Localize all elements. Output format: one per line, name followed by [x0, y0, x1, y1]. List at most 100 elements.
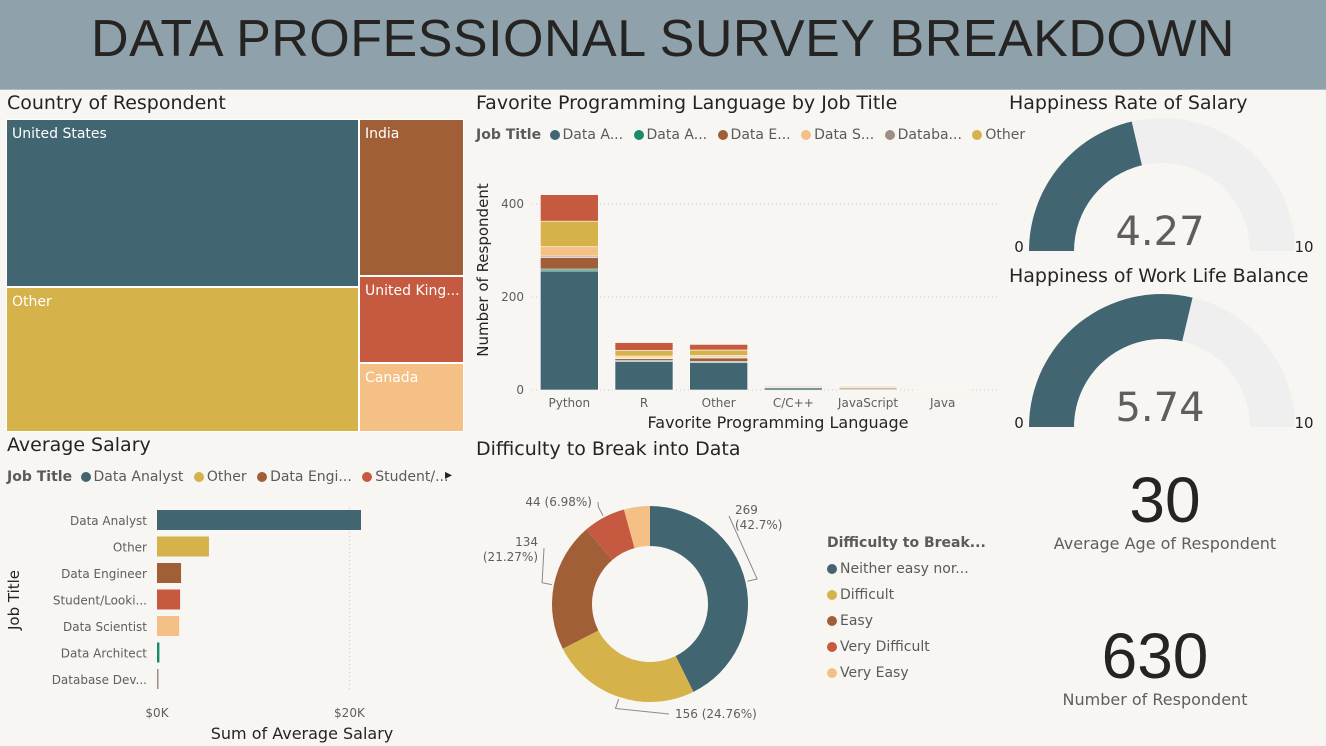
bar-segment[interactable] — [689, 349, 748, 356]
gauge-fill-bar[interactable] — [1029, 121, 1142, 251]
legend-label: Other — [206, 469, 247, 485]
legend-item[interactable]: Other — [193, 469, 247, 485]
bar-segment[interactable] — [913, 388, 972, 391]
salary-y-axis-label: Job Title — [5, 570, 23, 631]
legend-item[interactable]: Data S... — [801, 127, 874, 143]
bar-segment[interactable] — [764, 385, 823, 388]
legend-item[interactable]: Very Easy — [827, 660, 986, 686]
lang-bar-chart[interactable]: Number of Respondent Favorite Programmin… — [470, 160, 1010, 435]
legend-item[interactable]: Data E... — [717, 127, 791, 143]
lang-chart-title: Favorite Programming Language by Job Tit… — [476, 92, 898, 114]
legend-item[interactable]: Data Analyst — [80, 469, 183, 485]
legend-item[interactable]: Neither easy nor... — [827, 556, 986, 582]
gauge-fill-bar[interactable] — [1029, 294, 1193, 427]
legend-item[interactable]: Very Difficult — [827, 634, 986, 660]
legend-label: Very Easy — [840, 665, 909, 681]
leader-line — [728, 515, 758, 582]
difficulty-donut-chart[interactable]: 269(42.7%) 156 (24.76%) 134(21.27%) 44 (6.9… — [470, 470, 815, 746]
gauge-salary-happiness[interactable]: 0 10 4.27 — [1005, 118, 1326, 263]
salary-chart-title: Average Salary — [7, 434, 151, 456]
legend-label: Difficult — [840, 587, 895, 603]
bar-segment[interactable] — [689, 362, 748, 391]
bar-segment[interactable] — [689, 344, 748, 351]
lang-x-axis-label: Favorite Programming Language — [648, 413, 909, 432]
gauge-worklife-title: Happiness of Work Life Balance — [1009, 265, 1309, 287]
legend-dot-icon — [549, 130, 560, 140]
salary-x-axis-label: Sum of Average Salary — [211, 724, 394, 743]
gauge-max-label: 10 — [1294, 238, 1313, 256]
lang-chart-legend: Job Title Data A... Data A... Data E... … — [476, 127, 1031, 143]
treemap-tile-united-kingdom[interactable]: United King... — [359, 276, 464, 363]
treemap-tile-canada[interactable]: Canada — [359, 363, 464, 432]
x-tick-label: JavaScript — [837, 396, 898, 410]
legend-item[interactable]: Data Engi... — [257, 469, 352, 485]
legend-item[interactable]: Student/... — [362, 469, 448, 485]
legend-dot-icon — [717, 130, 728, 140]
legend-next-arrow-icon[interactable]: ▸ — [445, 467, 453, 483]
salary-bar[interactable] — [157, 616, 180, 636]
bar-segment[interactable] — [689, 357, 748, 362]
kpi-label: Number of Respondent — [1062, 690, 1248, 709]
bar-segment[interactable] — [614, 361, 674, 391]
legend-item[interactable]: Data A... — [633, 127, 708, 143]
gauge-salary-title: Happiness Rate of Salary — [1009, 92, 1248, 114]
salary-bar[interactable] — [157, 642, 160, 663]
gauge-max-label: 10 — [1294, 414, 1313, 432]
legend-dot-icon — [193, 472, 204, 482]
donut-data-label: 269 — [735, 503, 758, 517]
legend-dot-icon — [80, 472, 91, 482]
donut-data-label: 134 — [515, 535, 538, 549]
bar-segment[interactable] — [614, 342, 674, 351]
bar-segment[interactable] — [540, 220, 599, 248]
salary-bar[interactable] — [157, 536, 209, 557]
treemap-title: Country of Respondent — [7, 92, 226, 114]
y-tick-label: 400 — [501, 197, 524, 211]
dashboard-header: DATA PROFESSIONAL SURVEY BREAKDOWN — [0, 0, 1326, 90]
donut-slice[interactable] — [586, 509, 635, 560]
legend-item[interactable]: Other — [972, 127, 1025, 143]
y-tick-label: Data Engineer — [61, 567, 147, 581]
y-tick-label: Data Architect — [61, 647, 148, 661]
salary-bar[interactable] — [157, 589, 181, 610]
salary-bar[interactable] — [157, 510, 361, 530]
gauge-worklife-happiness[interactable]: 0 10 5.74 — [1005, 294, 1326, 439]
kpi-value: 630 — [1101, 620, 1209, 692]
treemap-tile-india[interactable]: India — [359, 119, 464, 276]
bar-segment[interactable] — [540, 257, 599, 270]
bar-segment[interactable] — [540, 246, 599, 257]
dashboard-title: DATA PROFESSIONAL SURVEY BREAKDOWN — [91, 10, 1235, 68]
salary-bar[interactable] — [157, 669, 159, 689]
gauge-value-label: 4.27 — [1115, 209, 1204, 255]
legend-dot-icon — [884, 130, 895, 140]
salary-bar-chart[interactable]: Job Title Sum of Average Salary $0K $20K D… — [0, 500, 470, 746]
legend-label: Very Difficult — [840, 639, 930, 655]
x-tick-label: $0K — [145, 706, 169, 720]
leader-line — [541, 547, 552, 586]
x-tick-label: Java — [929, 396, 955, 410]
legend-label: Databa... — [897, 127, 962, 143]
legend-label: Data Engi... — [270, 469, 352, 485]
legend-dot-icon — [827, 590, 837, 600]
legend-item[interactable]: Easy — [827, 608, 986, 634]
y-tick-label: Other — [113, 541, 147, 555]
treemap-tile-united-states[interactable]: United States — [6, 119, 359, 287]
donut-slice[interactable] — [552, 529, 613, 649]
kpi-label: Average Age of Respondent — [1053, 534, 1277, 553]
donut-data-label: (21.27%) — [483, 550, 538, 564]
donut-slice[interactable] — [562, 630, 694, 702]
legend-item[interactable]: Data A... — [549, 127, 623, 143]
treemap-tile-other[interactable]: Other — [6, 287, 359, 432]
salary-bar[interactable] — [157, 563, 182, 583]
bar-segment[interactable] — [540, 270, 599, 391]
bar-segment[interactable] — [540, 194, 599, 222]
donut-slice[interactable] — [623, 506, 650, 549]
donut-slice[interactable] — [650, 506, 748, 692]
legend-item[interactable]: Databa... — [884, 127, 962, 143]
bar-segment[interactable] — [838, 385, 898, 388]
bar-segment[interactable] — [614, 350, 674, 357]
legend-item[interactable]: Difficult — [827, 582, 986, 608]
legend-dot-icon — [362, 472, 373, 482]
salary-chart-legend: Job Title Data Analyst Other Data Engi..… — [7, 469, 454, 485]
legend-label: Neither easy nor... — [840, 561, 969, 577]
legend-label: Data A... — [646, 127, 708, 143]
